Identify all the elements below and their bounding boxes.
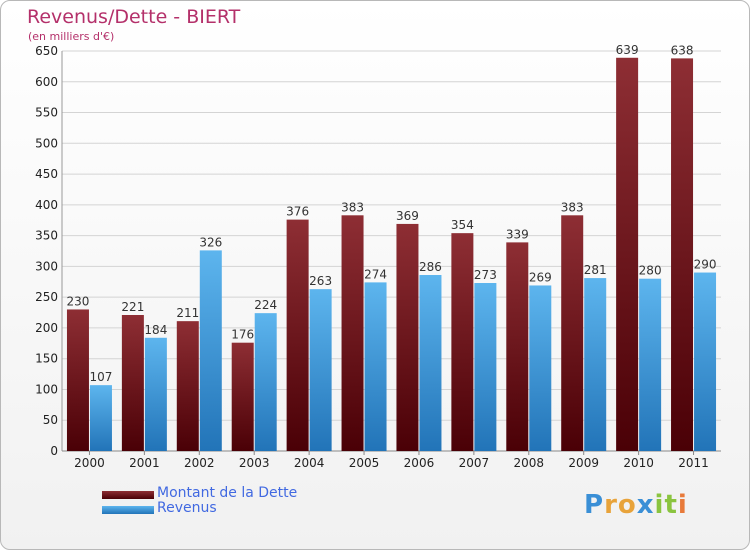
y-tick-label: 650 bbox=[35, 44, 58, 58]
x-tick-label: 2003 bbox=[239, 456, 270, 470]
x-tick-label: 2009 bbox=[568, 456, 599, 470]
bar-debt bbox=[66, 309, 89, 451]
data-label-revenus: 263 bbox=[309, 274, 332, 288]
data-label-debt: 230 bbox=[67, 294, 90, 308]
data-label-revenus: 269 bbox=[529, 270, 552, 284]
legend-swatch-revenus bbox=[102, 506, 154, 514]
data-label-debt: 383 bbox=[561, 200, 584, 214]
data-label-debt: 638 bbox=[671, 43, 694, 57]
data-label-debt: 176 bbox=[231, 328, 254, 342]
y-tick-label: 100 bbox=[35, 382, 58, 396]
legend-label-debt: Montant de la Dette bbox=[157, 485, 298, 501]
y-tick-label: 150 bbox=[35, 352, 58, 366]
bar-debt bbox=[341, 215, 364, 451]
bar-debt bbox=[506, 242, 529, 451]
x-tick-label: 2004 bbox=[294, 456, 325, 470]
bar-debt bbox=[396, 223, 419, 451]
bar-revenus bbox=[89, 385, 112, 451]
legend-label-revenus: Revenus bbox=[157, 500, 217, 516]
x-tick-label: 2000 bbox=[74, 456, 105, 470]
y-tick-label: 550 bbox=[35, 106, 58, 120]
legend-swatch-debt bbox=[102, 491, 154, 499]
bar-revenus bbox=[694, 272, 717, 451]
data-label-debt: 383 bbox=[341, 200, 364, 214]
bar-debt bbox=[231, 342, 254, 451]
chart-title: Revenus/Dette - BIERT bbox=[27, 6, 241, 28]
logo-letter: r bbox=[604, 490, 618, 520]
bar-revenus bbox=[529, 285, 552, 451]
y-tick-label: 400 bbox=[35, 198, 58, 212]
logo-letter: o bbox=[617, 490, 637, 520]
y-tick-label: 350 bbox=[35, 229, 58, 243]
bar-revenus bbox=[419, 275, 442, 451]
x-tick-label: 2007 bbox=[459, 456, 490, 470]
data-label-debt: 221 bbox=[121, 300, 144, 314]
data-label-revenus: 290 bbox=[694, 258, 717, 272]
bar-revenus bbox=[144, 337, 167, 451]
data-label-revenus: 273 bbox=[474, 268, 497, 282]
data-label-debt: 339 bbox=[506, 227, 529, 241]
logo-letter: x bbox=[636, 490, 655, 520]
data-label-revenus: 184 bbox=[144, 323, 167, 337]
logo-letter: i bbox=[654, 490, 665, 520]
data-label-debt: 354 bbox=[451, 218, 474, 232]
x-tick-label: 2010 bbox=[623, 456, 654, 470]
bar-debt bbox=[616, 57, 639, 452]
bar-debt bbox=[121, 315, 144, 451]
bar-revenus bbox=[474, 283, 497, 451]
bar-debt bbox=[176, 321, 199, 451]
x-tick-label: 2001 bbox=[129, 456, 160, 470]
data-label-debt: 639 bbox=[616, 43, 639, 57]
y-tick-label: 200 bbox=[35, 321, 58, 335]
proxiti-logo: Proxiti bbox=[584, 490, 688, 520]
y-tick-label: 250 bbox=[35, 290, 58, 304]
bar-debt bbox=[451, 233, 474, 451]
data-label-revenus: 281 bbox=[584, 263, 607, 277]
data-label-revenus: 107 bbox=[90, 370, 113, 384]
data-label-revenus: 326 bbox=[199, 235, 222, 249]
bar-revenus bbox=[199, 250, 222, 451]
data-label-revenus: 280 bbox=[639, 264, 662, 278]
data-label-revenus: 274 bbox=[364, 267, 387, 281]
logo-letter: P bbox=[584, 490, 605, 520]
x-tick-label: 2002 bbox=[184, 456, 215, 470]
data-label-revenus: 224 bbox=[254, 298, 277, 312]
bar-debt bbox=[286, 219, 309, 451]
bar-revenus bbox=[254, 313, 277, 451]
x-tick-label: 2008 bbox=[514, 456, 545, 470]
bar-debt bbox=[671, 58, 694, 452]
data-label-revenus: 286 bbox=[419, 260, 442, 274]
bar-revenus bbox=[309, 289, 332, 451]
bar-revenus bbox=[584, 278, 607, 451]
data-label-debt: 376 bbox=[286, 205, 309, 219]
data-label-debt: 369 bbox=[396, 209, 419, 223]
y-tick-label: 0 bbox=[50, 444, 58, 458]
x-tick-label: 2006 bbox=[404, 456, 435, 470]
y-tick-label: 600 bbox=[35, 75, 58, 89]
y-tick-label: 500 bbox=[35, 136, 58, 150]
logo-letter: t bbox=[664, 490, 678, 520]
bar-revenus bbox=[639, 278, 662, 451]
x-tick-label: 2011 bbox=[678, 456, 709, 470]
y-tick-label: 50 bbox=[43, 413, 58, 427]
logo-letter: i bbox=[677, 490, 688, 520]
y-tick-label: 300 bbox=[35, 259, 58, 273]
x-tick-label: 2005 bbox=[349, 456, 380, 470]
bar-revenus bbox=[364, 282, 387, 451]
chart-subtitle: (en milliers d'€) bbox=[28, 30, 115, 43]
y-tick-label: 450 bbox=[35, 167, 58, 181]
bar-debt bbox=[561, 215, 584, 451]
data-label-debt: 211 bbox=[176, 306, 199, 320]
